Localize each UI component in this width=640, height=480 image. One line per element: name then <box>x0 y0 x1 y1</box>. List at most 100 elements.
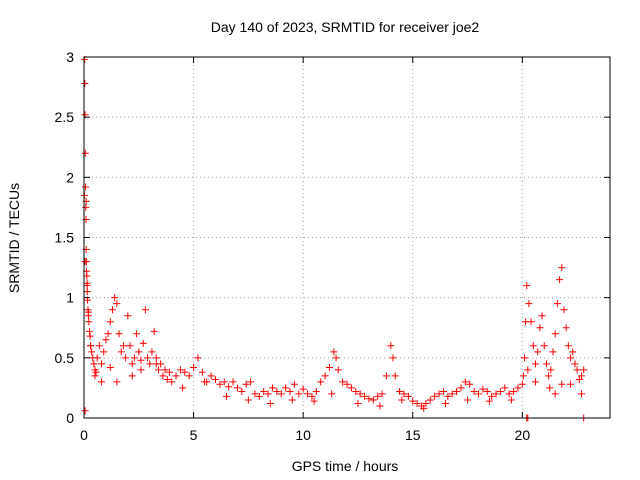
data-point <box>93 354 101 362</box>
data-point <box>264 390 272 398</box>
data-point <box>277 390 285 398</box>
data-point <box>558 264 566 272</box>
data-point <box>85 327 93 335</box>
data-point <box>98 378 106 386</box>
y-tick-label: 2.5 <box>55 109 75 125</box>
data-point <box>580 366 588 374</box>
data-point <box>317 378 325 386</box>
data-point <box>536 324 544 332</box>
data-point <box>104 330 112 338</box>
data-point <box>113 378 121 386</box>
data-point <box>562 324 570 332</box>
data-point <box>514 384 522 392</box>
data-point <box>510 388 518 396</box>
data-point <box>545 372 553 380</box>
data-point <box>448 390 456 398</box>
data-point <box>117 348 125 356</box>
chart-title: Day 140 of 2023, SRMTID for receiver joe… <box>211 19 480 35</box>
data-point <box>483 388 491 396</box>
data-point <box>137 366 145 374</box>
data-point <box>286 388 294 396</box>
data-point <box>81 79 89 87</box>
data-point <box>369 396 377 404</box>
data-point <box>159 372 167 380</box>
data-point <box>542 360 550 368</box>
data-point <box>546 384 554 392</box>
data-point <box>83 272 91 280</box>
data-point <box>312 388 320 396</box>
data-point <box>560 306 568 314</box>
data-point <box>461 378 469 386</box>
data-point <box>524 366 532 374</box>
data-point <box>479 385 487 393</box>
data-point <box>556 276 564 284</box>
data-point <box>128 360 136 368</box>
data-point <box>113 300 121 308</box>
x-axis-label: GPS time / hours <box>292 458 399 474</box>
y-tick-label: 0 <box>66 410 74 426</box>
data-point <box>325 363 333 371</box>
data-point <box>464 396 472 404</box>
data-point <box>347 384 355 392</box>
data-point <box>150 327 158 335</box>
data-point <box>194 354 202 362</box>
data-point <box>168 378 176 386</box>
data-point <box>413 400 421 408</box>
data-point <box>492 390 500 398</box>
data-point <box>525 300 533 308</box>
data-point <box>310 397 318 405</box>
data-point <box>88 348 96 356</box>
data-point <box>273 388 281 396</box>
data-point <box>518 380 526 388</box>
data-point <box>115 330 123 338</box>
data-point <box>146 360 154 368</box>
data-point <box>439 388 447 396</box>
data-point <box>431 392 439 400</box>
data-point <box>334 366 342 374</box>
data-point <box>126 342 134 350</box>
data-point <box>470 388 478 396</box>
data-point <box>198 368 206 376</box>
data-point <box>86 332 94 340</box>
data-point <box>540 342 548 350</box>
y-tick-label: 1.5 <box>55 230 75 246</box>
data-point <box>558 380 566 388</box>
data-point <box>488 392 496 400</box>
data-point <box>229 378 237 386</box>
data-point <box>343 380 351 388</box>
data-point <box>247 378 255 386</box>
data-point <box>485 397 493 405</box>
data-point <box>290 380 298 388</box>
data-point <box>365 395 373 403</box>
data-point <box>85 318 93 326</box>
data-point <box>567 380 575 388</box>
data-point <box>133 330 141 338</box>
data-point <box>225 383 233 391</box>
data-point <box>238 388 246 396</box>
data-point <box>98 360 106 368</box>
data-point <box>442 400 450 408</box>
data-point <box>130 354 138 362</box>
data-point <box>124 312 132 320</box>
data-point <box>190 363 198 371</box>
data-point <box>505 390 513 398</box>
data-point <box>361 392 369 400</box>
data-point <box>179 384 187 392</box>
data-point <box>571 360 579 368</box>
data-point <box>382 372 390 380</box>
data-point <box>84 308 92 316</box>
data-point <box>529 342 537 350</box>
data-point <box>185 372 193 380</box>
data-point <box>422 400 430 408</box>
data-point <box>391 372 399 380</box>
data-point <box>216 380 224 388</box>
data-point <box>207 372 215 380</box>
data-point <box>288 396 296 404</box>
data-point <box>466 380 474 388</box>
data-point <box>255 392 263 400</box>
data-point <box>453 388 461 396</box>
data-point <box>547 366 555 374</box>
data-point <box>242 380 250 388</box>
data-point <box>100 348 108 356</box>
